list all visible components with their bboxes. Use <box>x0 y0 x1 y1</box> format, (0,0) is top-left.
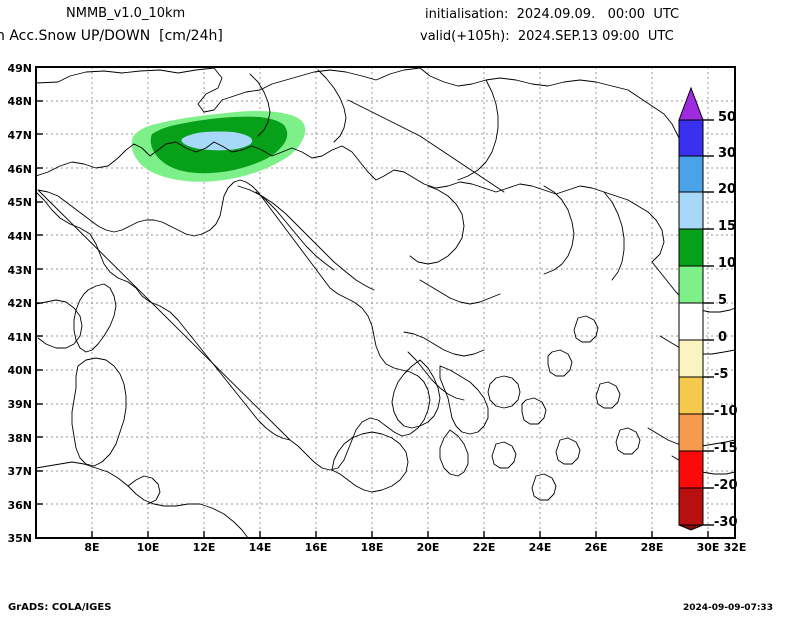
y-tick-label: 49N <box>7 62 32 75</box>
colorbar-tick-label: 5 <box>718 293 728 308</box>
y-tick-label: 43N <box>7 264 32 277</box>
axis-ticks <box>36 100 709 538</box>
x-tick-label: 28E <box>640 541 664 554</box>
footer-credit: GrADS: COLA/IGES <box>8 602 112 613</box>
colorbar-tick-label: -10 <box>714 404 738 419</box>
valid-time-label: valid(+105h): 2024.SEP.13 09:00 UTC <box>420 29 674 44</box>
colorbar-tick-label: 10 <box>718 256 737 271</box>
y-tick-label: 45N <box>7 196 32 209</box>
snow-contour-fills <box>131 111 306 182</box>
triangle-up-icon <box>678 86 704 121</box>
footer-timestamp: 2024-09-09-07:33 <box>683 603 773 613</box>
x-tick-label: 32E <box>723 541 747 554</box>
x-tick-label: 14E <box>248 541 272 554</box>
x-tick-label: 26E <box>584 541 608 554</box>
model-title: NMMB_v1.0_10km <box>66 6 186 21</box>
x-tick-label: 20E <box>416 541 440 554</box>
x-tick-label: 8E <box>84 541 100 554</box>
colorbar-tick-label: 15 <box>718 219 737 234</box>
x-tick-label: 30E <box>696 541 720 554</box>
y-tick-label: 37N <box>7 465 32 478</box>
colorbar-tick-label: -30 <box>714 515 738 530</box>
colorbar-tick-label: 0 <box>718 330 728 345</box>
y-tick-label: 46N <box>7 163 32 176</box>
triangle-down-icon <box>678 524 704 531</box>
map-coastlines-borders <box>36 67 735 538</box>
colorbar-tick-label: -20 <box>714 478 738 493</box>
colorbar-tick-label: -15 <box>714 441 738 456</box>
y-tick-label: 40N <box>7 364 32 377</box>
x-tick-label: 22E <box>472 541 496 554</box>
y-tick-label: 41N <box>7 331 32 344</box>
colorbar-tick-label: -5 <box>714 367 729 382</box>
x-tick-label: 12E <box>192 541 216 554</box>
y-tick-label: 44N <box>7 230 32 243</box>
x-tick-label: 24E <box>528 541 552 554</box>
y-tick-label: 42N <box>7 297 32 310</box>
y-tick-label: 47N <box>7 129 32 142</box>
x-tick-label: 10E <box>136 541 160 554</box>
snow-contour-15cm <box>181 131 253 151</box>
initialisation-label: initialisation: 2024.09.09. 00:00 UTC <box>425 7 680 22</box>
colorbar-tick-label: 30 <box>718 146 737 161</box>
y-tick-label: 39N <box>7 398 32 411</box>
colorbar-tick-label: 20 <box>718 182 737 197</box>
y-tick-label: 36N <box>7 499 32 512</box>
x-tick-label: 18E <box>360 541 384 554</box>
field-title: h Acc.Snow UP/DOWN [cm/24h] <box>0 28 223 44</box>
y-tick-label: 35N <box>7 532 32 545</box>
x-tick-label: 16E <box>304 541 328 554</box>
y-tick-label: 48N <box>7 95 32 108</box>
colorbar <box>678 86 714 531</box>
colorbar-tick-label: 50 <box>718 110 737 125</box>
y-tick-label: 38N <box>7 432 32 445</box>
